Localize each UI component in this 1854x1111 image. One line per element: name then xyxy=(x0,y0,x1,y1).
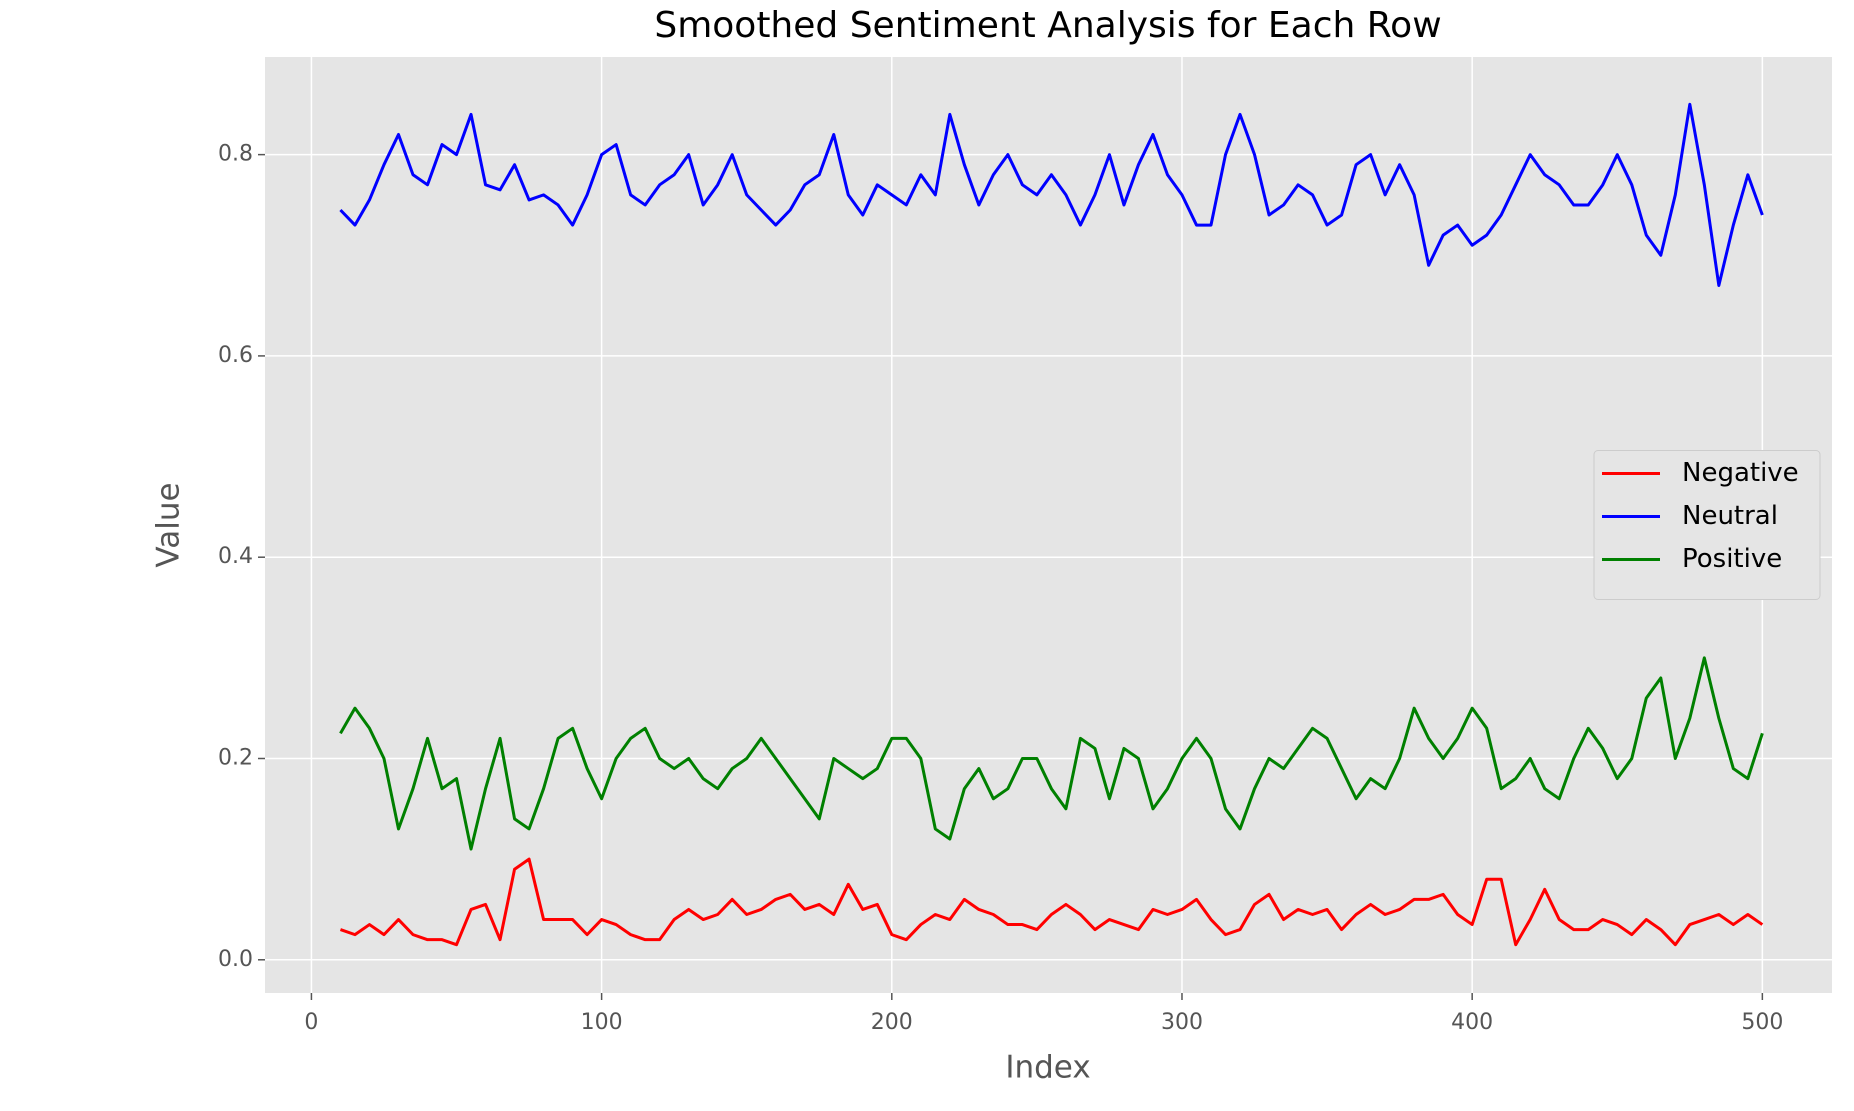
line-series xyxy=(339,102,1764,287)
y-tick-label: 0.6 xyxy=(218,343,253,368)
x-tick-label: 200 xyxy=(871,1010,913,1035)
y-tick-label: 0.2 xyxy=(218,745,253,770)
y-axis-label: Value xyxy=(151,482,187,567)
line-series xyxy=(339,857,1764,947)
y-tick-label: 0.4 xyxy=(218,544,253,569)
x-tick-label: 300 xyxy=(1161,1010,1203,1035)
line-series xyxy=(339,656,1764,851)
legend-label: Positive xyxy=(1682,544,1782,574)
legend-label: Neutral xyxy=(1682,501,1778,531)
x-tick-label: 0 xyxy=(304,1010,318,1035)
legend-label: Negative xyxy=(1682,458,1799,488)
plot-area xyxy=(265,57,1832,993)
x-tick-label: 100 xyxy=(581,1010,623,1035)
y-tick-label: 0.0 xyxy=(218,947,253,972)
x-tick-label: 400 xyxy=(1451,1010,1493,1035)
legend-box xyxy=(1593,450,1821,600)
x-tick-label: 500 xyxy=(1741,1010,1783,1035)
y-tick-label: 0.8 xyxy=(218,142,253,167)
x-axis-label: Index xyxy=(1005,1050,1090,1086)
chart-title: Smoothed Sentiment Analysis for Each Row xyxy=(654,5,1441,46)
